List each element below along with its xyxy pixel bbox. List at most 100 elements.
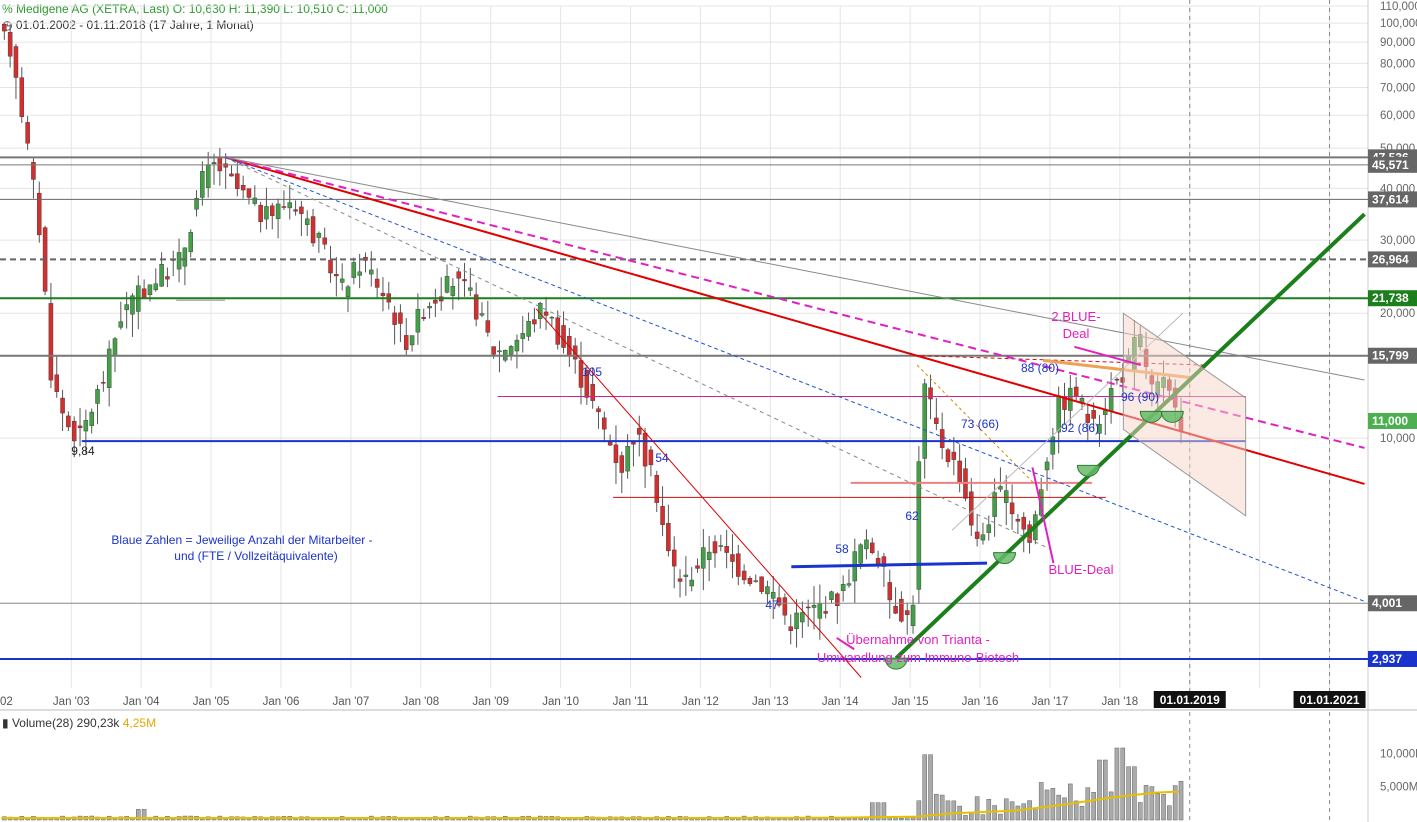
candle-body [1004, 490, 1009, 503]
candle-body [939, 429, 945, 448]
candle-body [776, 597, 782, 606]
price-label-bg [1368, 412, 1417, 429]
candle-body [695, 565, 700, 569]
x-tick-label: Jan '14 [822, 696, 859, 708]
volume-bar [1161, 793, 1166, 821]
volume-bar [1149, 786, 1155, 821]
candle-body [980, 534, 986, 541]
x-tick-label: Jan '06 [263, 696, 300, 708]
date-flag-bg [1153, 691, 1226, 708]
volume-bar [1132, 766, 1137, 821]
level-label: 26,964 [1372, 252, 1409, 266]
candle-body [602, 417, 607, 430]
candle-body [730, 554, 735, 562]
candle-body [683, 574, 689, 577]
candle-body [759, 576, 764, 592]
volume-bar [869, 802, 875, 821]
candle-body [345, 286, 351, 297]
candle-body [275, 203, 281, 219]
volume-bar [1097, 759, 1102, 821]
employee-count: 47 [765, 598, 779, 612]
volume-bar [852, 818, 858, 821]
candle-body [147, 284, 153, 296]
candle-body [619, 455, 625, 473]
volume-bar [1079, 806, 1085, 821]
candle-body [380, 292, 386, 296]
volume-ma-line [1, 790, 1179, 819]
candle-body [945, 449, 951, 462]
candle-body [829, 591, 834, 600]
candle-body [25, 122, 30, 144]
low-label: 9,84 [71, 444, 95, 458]
x-tick-label: Jan '12 [682, 696, 719, 708]
downtrend-line-gray [224, 156, 1365, 381]
candle-body [724, 545, 729, 553]
candle-body [712, 541, 718, 554]
level-label-bg [1368, 290, 1417, 307]
candle-body [1085, 413, 1091, 423]
volume-bar [1155, 793, 1160, 821]
price-label: 11,000 [1372, 414, 1408, 428]
candle-body [887, 582, 892, 601]
candle-body [671, 549, 677, 567]
downtrend-line-blue-dashed [224, 156, 1365, 602]
volume-tick-label: 10,000M [1380, 748, 1417, 760]
candle-body [969, 491, 974, 526]
candle-body [805, 606, 811, 609]
deal-arrow [1031, 467, 1055, 564]
candle-body [130, 295, 135, 315]
candle-body [89, 411, 94, 426]
candle-body [462, 279, 467, 282]
date-range: 01.01.2002 - 01.11.2018 (17 Jahre, 1 Mon… [15, 18, 254, 32]
candle-body [910, 604, 916, 627]
employee-count: 105 [582, 365, 602, 379]
candle-body [369, 269, 374, 275]
candle-body [794, 612, 799, 630]
employee-count: 58 [835, 542, 849, 556]
candle-body [1044, 461, 1050, 471]
candle-body [118, 321, 124, 328]
y-tick-label: 30,000 [1380, 235, 1415, 247]
candle-body [409, 335, 415, 346]
candle-body [316, 232, 322, 238]
candle-body [788, 626, 793, 631]
candle-body [258, 204, 263, 222]
clock-icon: ◷ [2, 18, 13, 32]
candle-body [2, 23, 7, 32]
candle-body [473, 294, 479, 320]
touch-marker [884, 657, 908, 670]
candle-body [934, 417, 939, 424]
y-tick-label: 10,000 [1380, 433, 1415, 445]
candle-body [689, 579, 694, 587]
candle-body [66, 415, 71, 428]
candle-body [328, 259, 333, 274]
volume-tick-label: 5,000M [1380, 782, 1417, 794]
candle-body [1009, 502, 1015, 515]
volume-bar [1178, 781, 1184, 821]
candle-body [450, 286, 456, 296]
candle-body [433, 299, 438, 304]
employee-count: 92 (86) [1061, 421, 1099, 435]
x-tick-label: 02 [0, 696, 13, 708]
candle-body [951, 451, 957, 460]
y-tick-label: 110,000 [1380, 1, 1417, 13]
candle-body [613, 444, 619, 463]
candle-body [893, 605, 898, 614]
candle-body [637, 428, 642, 435]
volume-bar [776, 818, 782, 821]
candle-body [986, 524, 992, 533]
candle-body [974, 531, 980, 539]
volume-bar [1085, 787, 1091, 821]
candle-body [677, 578, 683, 582]
trianta-label: Umwandlung zum Immuno-Biotech [817, 650, 1019, 665]
candle-body [485, 320, 491, 333]
level-label-bg [1368, 347, 1417, 364]
percent-icon[interactable]: % [2, 2, 13, 16]
candle-body [1108, 388, 1114, 412]
volume-ma-value: 4,25M [122, 716, 157, 730]
candle-body [235, 173, 240, 190]
candle-body [194, 198, 199, 210]
candle-body [811, 604, 817, 608]
candle-body [596, 408, 601, 413]
